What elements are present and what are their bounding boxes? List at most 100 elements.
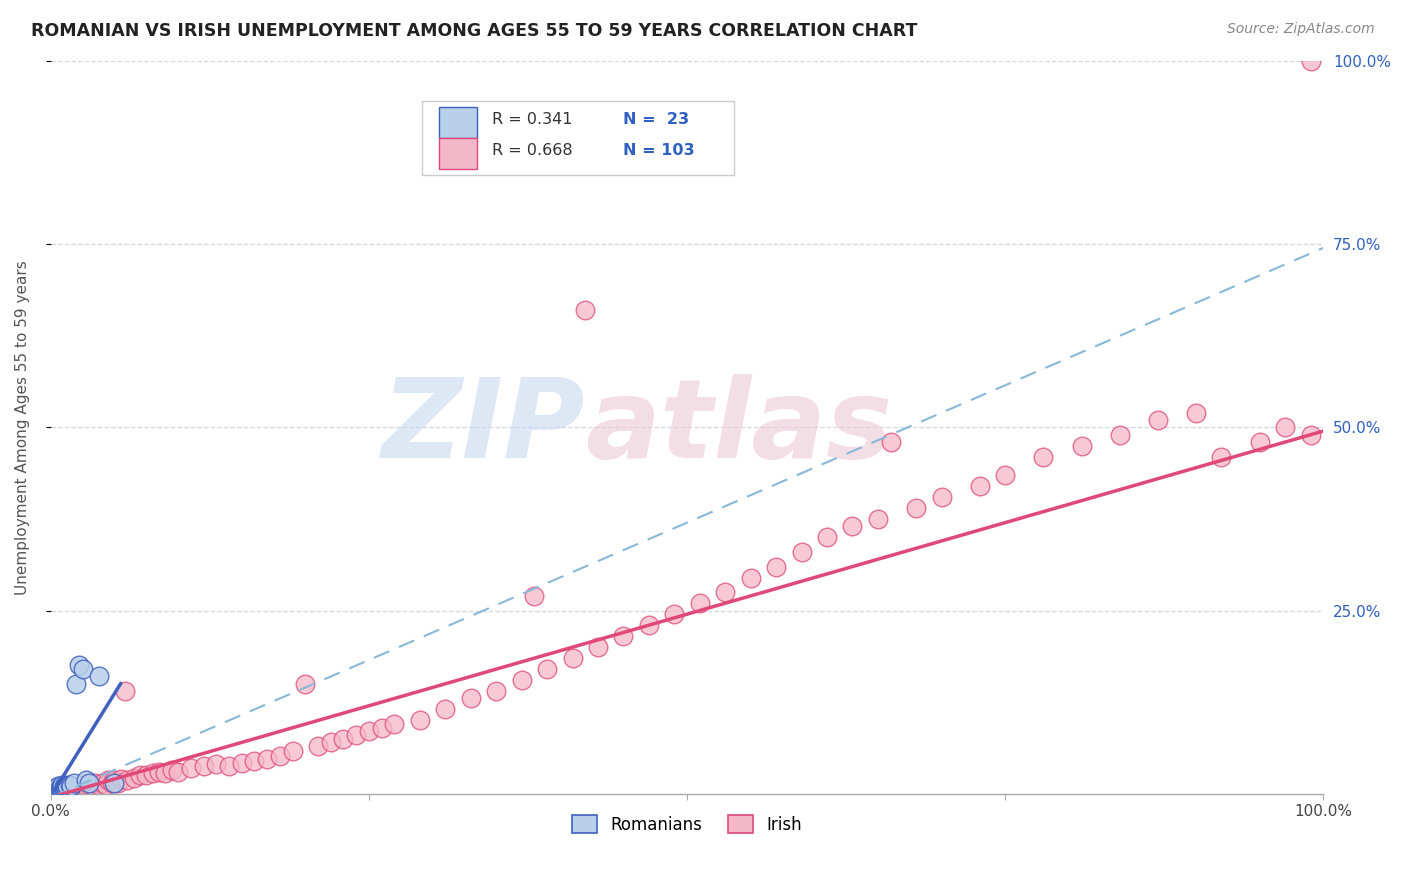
Point bbox=[574, 303, 596, 318]
Text: N = 103: N = 103 bbox=[623, 143, 695, 158]
Point bbox=[52, 780, 75, 795]
Point bbox=[46, 782, 69, 797]
Point bbox=[52, 780, 75, 795]
Point bbox=[53, 782, 76, 797]
Point bbox=[65, 677, 87, 691]
Point bbox=[1249, 435, 1271, 450]
Point bbox=[103, 773, 125, 788]
Legend: Romanians, Irish: Romanians, Irish bbox=[565, 809, 808, 840]
Point bbox=[44, 780, 66, 795]
Text: ROMANIAN VS IRISH UNEMPLOYMENT AMONG AGES 55 TO 59 YEARS CORRELATION CHART: ROMANIAN VS IRISH UNEMPLOYMENT AMONG AGE… bbox=[31, 22, 917, 40]
Point bbox=[129, 768, 152, 782]
Point bbox=[49, 780, 72, 795]
Point bbox=[51, 780, 73, 795]
Point bbox=[48, 782, 70, 797]
Point bbox=[62, 780, 84, 794]
Point bbox=[101, 775, 124, 789]
Point bbox=[82, 780, 104, 794]
Point bbox=[1032, 450, 1054, 464]
Point bbox=[231, 756, 253, 770]
Point bbox=[434, 702, 457, 716]
Point bbox=[48, 780, 70, 794]
Point bbox=[1185, 406, 1208, 420]
Point bbox=[357, 724, 380, 739]
Point bbox=[51, 782, 73, 797]
Point bbox=[160, 763, 183, 777]
Point bbox=[59, 780, 82, 795]
Point bbox=[84, 775, 107, 789]
Point bbox=[866, 512, 889, 526]
Point bbox=[65, 780, 87, 795]
FancyBboxPatch shape bbox=[422, 102, 734, 175]
Point bbox=[97, 773, 120, 788]
Point bbox=[409, 714, 432, 728]
Point bbox=[612, 629, 634, 643]
Point bbox=[205, 757, 228, 772]
Point bbox=[63, 782, 86, 797]
Point bbox=[969, 479, 991, 493]
Point bbox=[56, 780, 79, 794]
Point bbox=[536, 662, 558, 676]
Text: atlas: atlas bbox=[585, 374, 893, 481]
Point bbox=[75, 780, 97, 794]
Point bbox=[931, 490, 953, 504]
Point bbox=[638, 618, 661, 632]
Point bbox=[155, 766, 177, 780]
Text: R = 0.341: R = 0.341 bbox=[492, 112, 572, 128]
Point bbox=[77, 778, 100, 792]
Point bbox=[53, 780, 76, 794]
Point bbox=[122, 771, 145, 785]
Point bbox=[103, 775, 125, 789]
Text: ZIP: ZIP bbox=[382, 374, 585, 481]
Bar bbox=[439, 138, 477, 169]
Point bbox=[52, 783, 75, 797]
Point bbox=[45, 780, 67, 795]
Point bbox=[67, 780, 90, 794]
Point bbox=[60, 780, 83, 794]
Point bbox=[115, 773, 138, 788]
Point bbox=[56, 780, 79, 794]
Point bbox=[714, 585, 737, 599]
Point bbox=[994, 468, 1017, 483]
Point bbox=[307, 739, 329, 753]
Point bbox=[62, 780, 84, 795]
Point bbox=[48, 780, 70, 795]
Point bbox=[142, 766, 165, 780]
Point bbox=[75, 773, 97, 788]
Point bbox=[49, 780, 72, 795]
Point bbox=[56, 780, 79, 795]
Point bbox=[740, 571, 762, 585]
Point bbox=[58, 782, 80, 797]
Point bbox=[1299, 427, 1322, 442]
Point bbox=[60, 782, 83, 797]
Point bbox=[59, 778, 82, 792]
Point bbox=[48, 780, 70, 795]
Point bbox=[765, 559, 787, 574]
Point bbox=[89, 778, 111, 792]
Point bbox=[51, 778, 73, 792]
Point bbox=[46, 780, 69, 795]
Y-axis label: Unemployment Among Ages 55 to 59 years: Unemployment Among Ages 55 to 59 years bbox=[15, 260, 30, 595]
Point bbox=[46, 782, 69, 797]
Point bbox=[460, 691, 482, 706]
Point bbox=[90, 775, 112, 789]
Point bbox=[48, 783, 70, 797]
Point bbox=[586, 640, 609, 655]
Point bbox=[55, 783, 77, 797]
Point bbox=[67, 658, 90, 673]
Point bbox=[45, 783, 67, 797]
Point bbox=[841, 519, 863, 533]
Point bbox=[269, 748, 291, 763]
Point bbox=[523, 589, 546, 603]
Text: Source: ZipAtlas.com: Source: ZipAtlas.com bbox=[1227, 22, 1375, 37]
Point bbox=[48, 780, 70, 795]
Point bbox=[905, 500, 928, 515]
Point bbox=[180, 761, 202, 775]
Text: R = 0.668: R = 0.668 bbox=[492, 143, 574, 158]
Point bbox=[1211, 450, 1233, 464]
Point bbox=[72, 662, 94, 676]
Point bbox=[256, 751, 278, 765]
Text: N =  23: N = 23 bbox=[623, 112, 689, 128]
Point bbox=[77, 775, 100, 789]
Point bbox=[94, 778, 117, 792]
